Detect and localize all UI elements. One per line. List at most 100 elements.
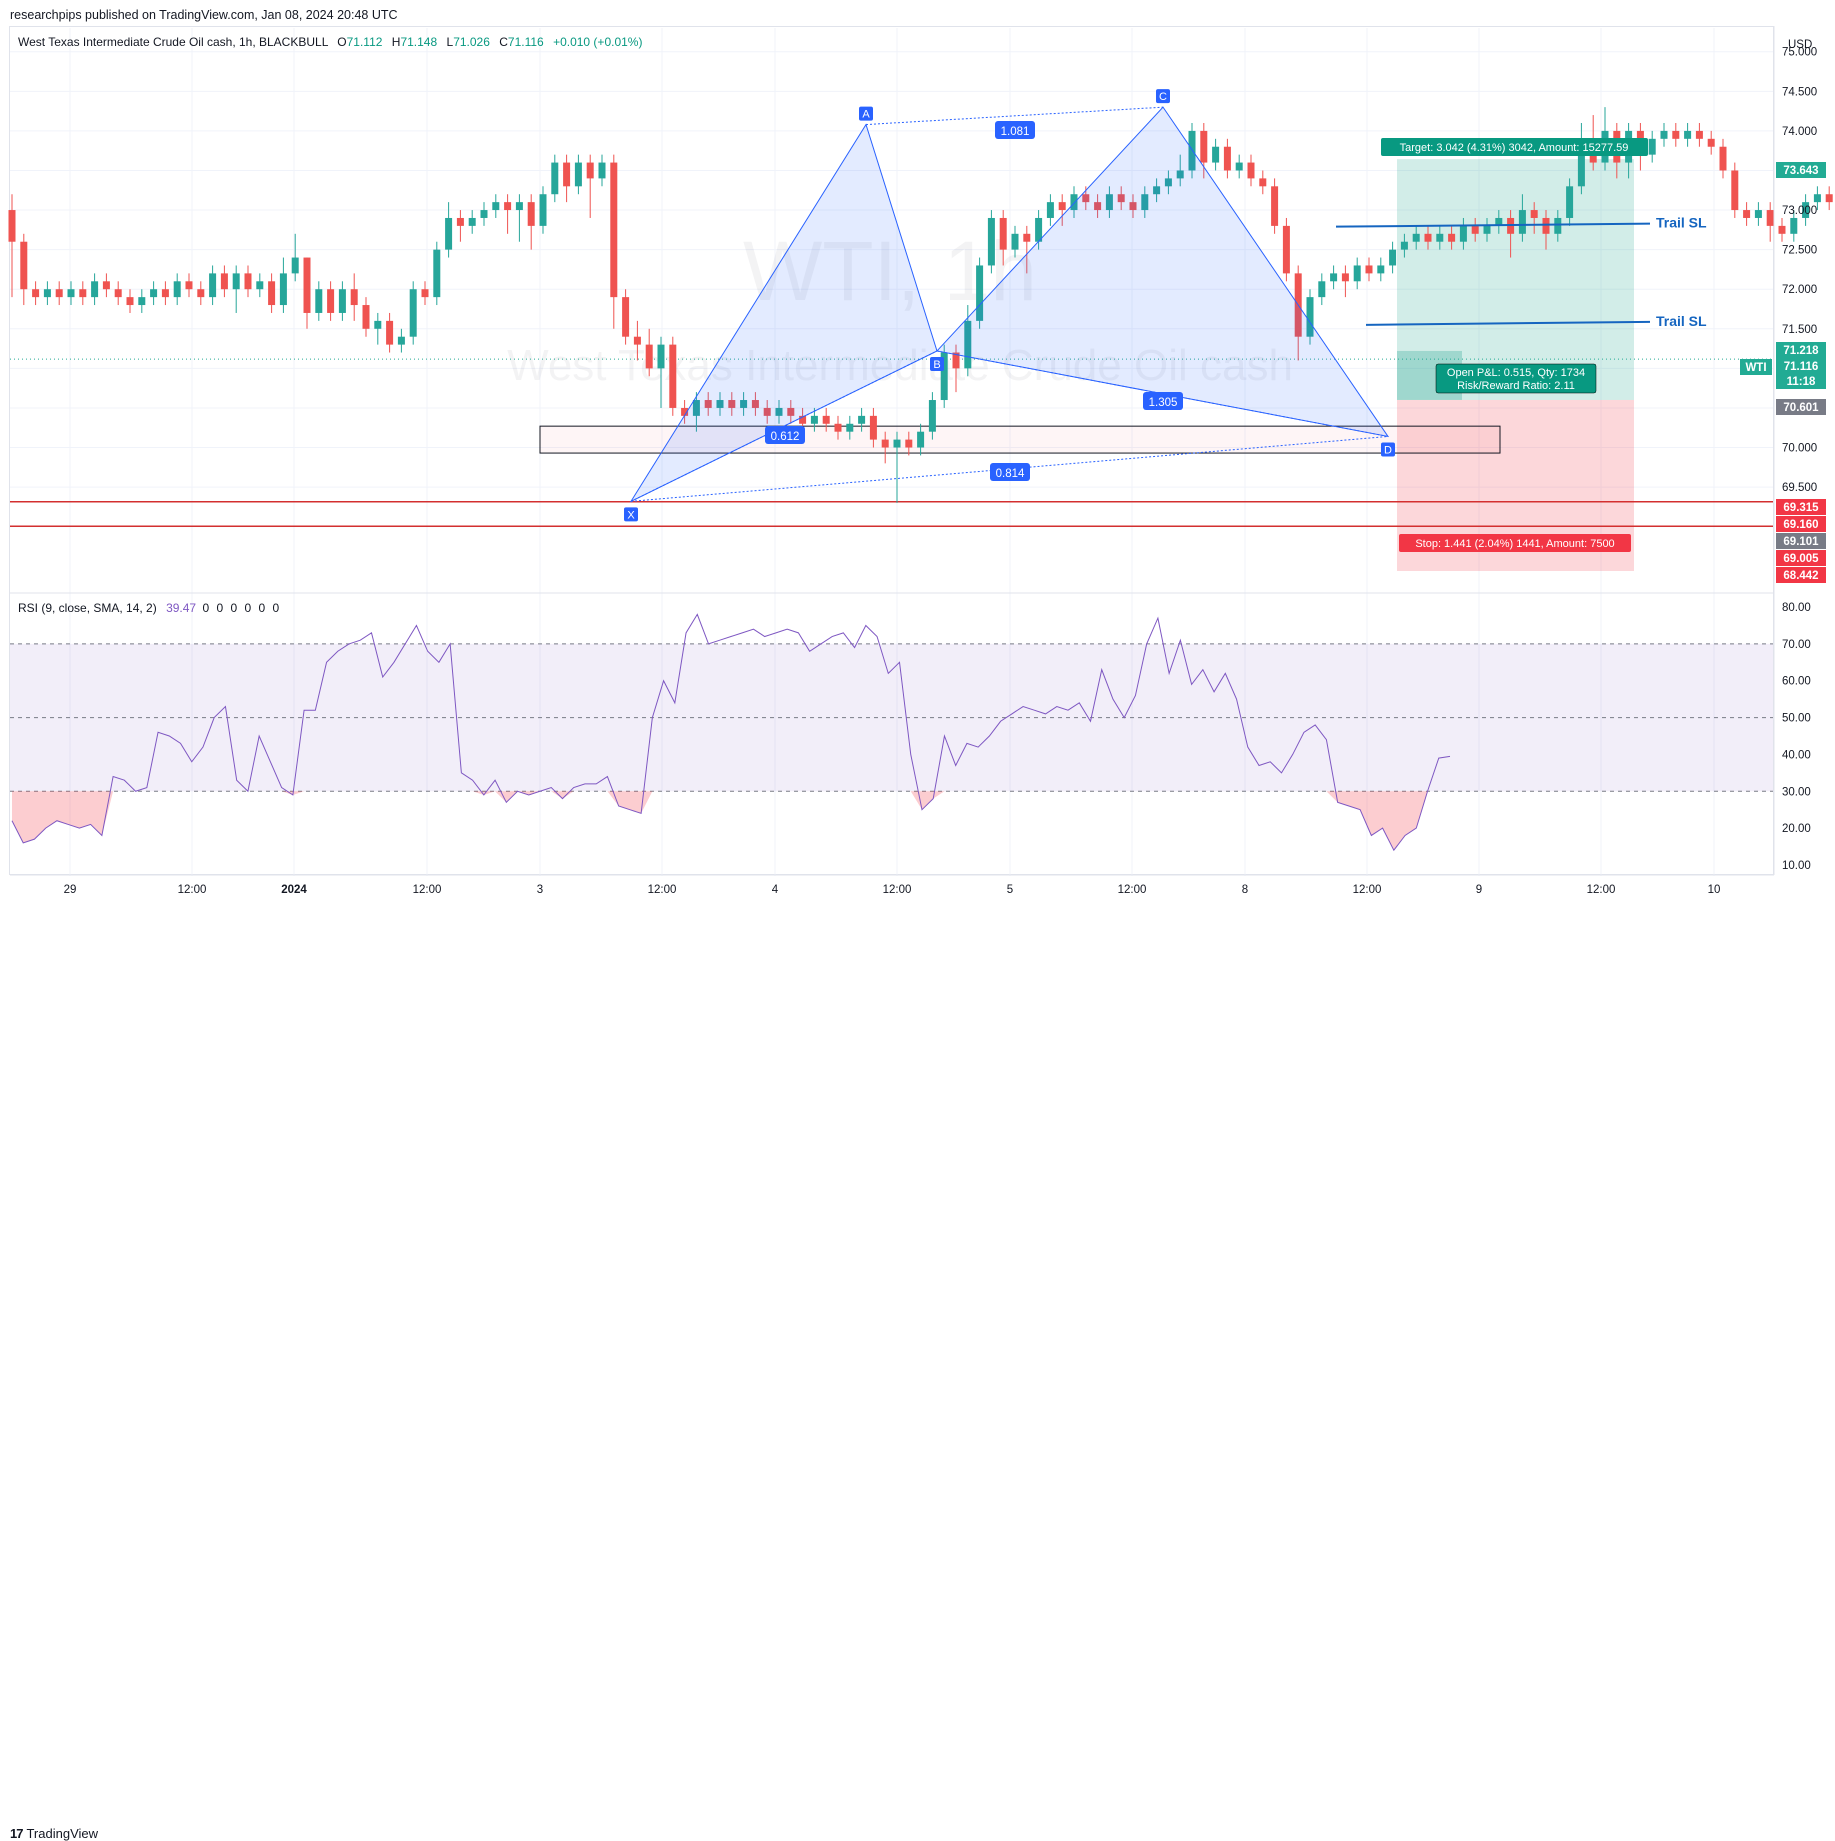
- pattern-point-label: X: [627, 509, 635, 521]
- ratio-label: 1.305: [1149, 397, 1178, 409]
- candle-body: [1755, 210, 1762, 218]
- candle-body: [1554, 218, 1561, 234]
- rsi-oversold-fill: [495, 791, 517, 802]
- candle-body: [469, 218, 476, 226]
- price-badge-label: 11:18: [1787, 376, 1816, 388]
- candle-body: [1047, 202, 1054, 218]
- symbol-legend[interactable]: West Texas Intermediate Crude Oil cash, …: [18, 35, 642, 49]
- candle-body: [1318, 281, 1325, 297]
- rsi-label: RSI (9, close, SMA, 14, 2): [18, 601, 157, 615]
- price-tick-label: 69.500: [1782, 482, 1817, 494]
- candle-body: [115, 289, 122, 297]
- price-badge-label: 73.643: [1783, 165, 1818, 177]
- candle-body: [1224, 147, 1231, 171]
- candle-body: [386, 321, 393, 345]
- candle-body: [1212, 147, 1219, 163]
- candle-body: [1342, 273, 1349, 281]
- currency-label: USD: [1788, 39, 1812, 51]
- candle-body: [610, 163, 617, 298]
- candle-body: [1779, 226, 1786, 234]
- candle-body: [433, 250, 440, 297]
- candle-body: [1413, 234, 1420, 242]
- rsi-zeros: 0 0 0 0 0 0: [202, 601, 281, 615]
- time-tick-label: 4: [772, 884, 779, 896]
- candle-body: [587, 163, 594, 179]
- pattern-point-label: C: [1159, 91, 1167, 103]
- candle-body: [622, 297, 629, 337]
- candle-body: [1743, 210, 1750, 218]
- pattern-point-label: D: [1384, 444, 1392, 456]
- candle-body: [846, 424, 853, 432]
- candle-body: [20, 242, 27, 289]
- candle-body: [599, 163, 606, 179]
- candle-body: [422, 289, 429, 297]
- candle-body: [1672, 131, 1679, 139]
- candle-body: [1543, 218, 1550, 234]
- tradingview-logo[interactable]: 17 TradingView: [10, 1826, 98, 1841]
- candle-body: [351, 289, 358, 305]
- candle-body: [1401, 242, 1408, 250]
- candle-body: [1661, 131, 1668, 139]
- candle-body: [1649, 139, 1656, 155]
- candle-body: [988, 218, 995, 265]
- candle-body: [280, 273, 287, 305]
- candle-body: [528, 202, 535, 226]
- candle-body: [1236, 163, 1243, 171]
- candle-body: [1283, 226, 1290, 273]
- candle-body: [197, 289, 204, 297]
- candle-body: [1248, 163, 1255, 179]
- candle-body: [1012, 234, 1019, 250]
- candle-body: [79, 289, 86, 297]
- price-tick-label: 71.500: [1782, 324, 1817, 336]
- candle-body: [1472, 226, 1479, 234]
- candle-body: [32, 289, 39, 297]
- candle-body: [823, 416, 830, 424]
- rsi-tick-label: 80.00: [1782, 602, 1811, 614]
- candle-body: [540, 194, 547, 226]
- candle-body: [327, 289, 334, 313]
- time-tick-label: 12:00: [648, 884, 677, 896]
- low-value: 71.026: [453, 35, 490, 49]
- candle-body: [233, 273, 240, 289]
- candle-body: [917, 432, 924, 448]
- price-badge-label: 69.160: [1783, 519, 1818, 531]
- rsi-tick-label: 70.00: [1782, 639, 1811, 651]
- candle-body: [445, 218, 452, 250]
- price-tick-label: 72.500: [1782, 245, 1817, 257]
- price-badge-label: 68.442: [1783, 570, 1818, 582]
- candle-body: [551, 163, 558, 195]
- candle-body: [870, 416, 877, 440]
- ratio-label: 1.081: [1001, 126, 1030, 138]
- candle-body: [1484, 226, 1491, 234]
- symbol-name: West Texas Intermediate Crude Oil cash, …: [18, 35, 328, 49]
- candle-body: [1731, 170, 1738, 210]
- price-badge-label: 70.601: [1783, 402, 1819, 414]
- candle-body: [457, 218, 464, 226]
- candle-body: [209, 273, 216, 297]
- rsi-legend[interactable]: RSI (9, close, SMA, 14, 2) 39.47 0 0 0 0…: [18, 601, 281, 615]
- candle-body: [363, 305, 370, 329]
- price-tick-label: 74.000: [1782, 126, 1817, 138]
- open-label: O: [337, 35, 346, 49]
- rsi-tick-label: 40.00: [1782, 749, 1811, 761]
- candle-body: [563, 163, 570, 187]
- candle-body: [1566, 186, 1573, 218]
- candle-body: [1023, 234, 1030, 242]
- candle-body: [894, 440, 901, 448]
- candle-body: [481, 210, 488, 218]
- trail-sl-label: Trail SL: [1656, 215, 1707, 231]
- candle-body: [1200, 131, 1207, 163]
- chart-canvas[interactable]: WTI, 1h West Texas Intermediate Crude Oi…: [0, 0, 1835, 939]
- candle-body: [646, 345, 653, 369]
- price-tick-label: 70.000: [1782, 443, 1817, 455]
- candle-body: [103, 281, 110, 289]
- candle-body: [1436, 234, 1443, 242]
- change-value: +0.010 (+0.01%): [553, 35, 642, 49]
- candle-body: [174, 281, 181, 297]
- time-tick-label: 12:00: [1118, 884, 1147, 896]
- candle-body: [1696, 131, 1703, 139]
- rsi-oversold-fill: [518, 791, 540, 795]
- candle-body: [1767, 210, 1774, 226]
- candle-body: [1059, 202, 1066, 210]
- price-tick-label: 72.000: [1782, 284, 1817, 296]
